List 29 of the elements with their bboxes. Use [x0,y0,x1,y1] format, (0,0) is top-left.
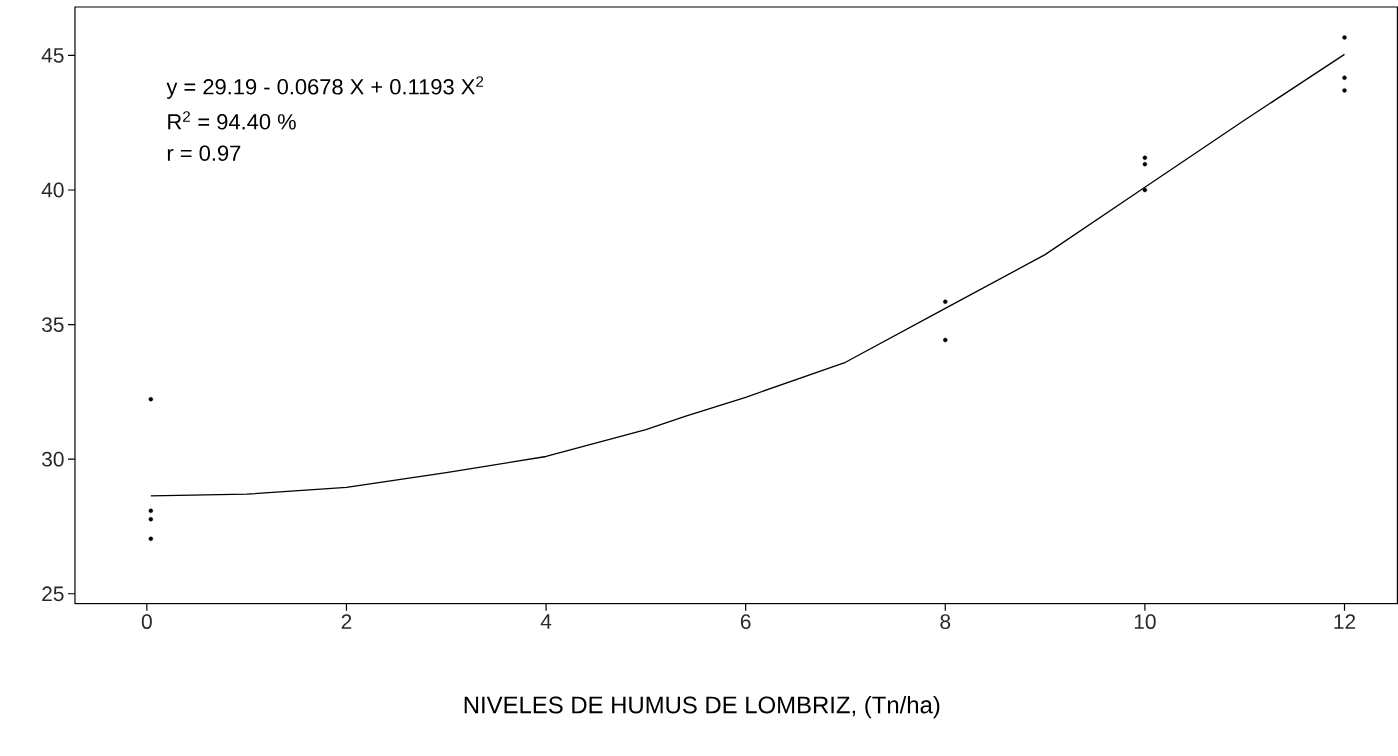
x-tick-label: 10 [1134,614,1156,630]
x-tick-label: 8 [940,614,951,630]
x-tick-label: 4 [540,614,552,629]
annotation: r = 0.97 [167,145,241,162]
point [148,397,154,402]
point [148,536,154,542]
x-tick-label: 0 [141,614,152,630]
x-tick-label: 6 [740,614,751,630]
point [148,517,154,522]
x-tick-label: 2 [341,614,352,630]
x-axis-title: NIVELES DE HUMUS DE LOMBRIZ, (Tn/ha) [464,696,940,719]
y-tick-label: 45 [41,48,64,63]
y-tick-label: 40 [41,182,64,198]
y-tick-label: 30 [42,451,64,467]
x-tick-label: 12 [1334,614,1356,630]
point [1142,162,1148,167]
annotation: R$^{2}$ = 94.40 % [168,111,296,130]
point [1142,187,1148,193]
point [1342,35,1347,40]
point [1342,75,1347,81]
y-tick-label: 25 [42,586,64,602]
line-series [150,53,1346,497]
annotation: y = 29.19 - 0.0678 X + 0.1193 X$^{2}$ [166,76,484,100]
point [148,508,154,514]
point [943,299,948,305]
point [943,337,948,343]
point [1342,88,1347,93]
y-tick-label: 35 [42,317,64,333]
point [1142,155,1148,161]
